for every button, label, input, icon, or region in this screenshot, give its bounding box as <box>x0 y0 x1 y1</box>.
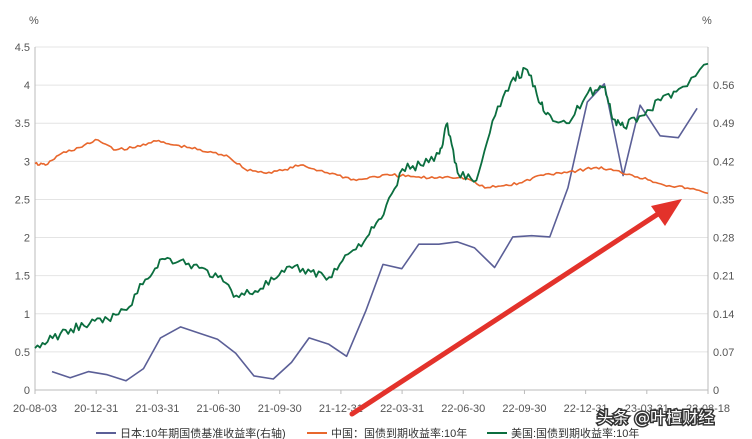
left-tick-label: 0.5 <box>15 347 30 359</box>
red-arrow-head <box>651 199 682 226</box>
right-tick-label: 0.49 <box>713 118 734 130</box>
right-tick-label: 0.07 <box>713 347 734 359</box>
x-tick-label: 20-08-03 <box>13 403 57 415</box>
right-unit-label: % <box>702 15 712 27</box>
left-tick-label: 2.5 <box>15 194 30 206</box>
left-tick-label: 1 <box>24 309 30 321</box>
x-tick-label: 23-08-18 <box>686 403 730 415</box>
x-tick-label: 21-09-30 <box>258 403 302 415</box>
series-lines <box>34 62 709 382</box>
left-tick-label: 3 <box>24 156 30 168</box>
x-tick-label: 23-03-31 <box>625 403 669 415</box>
right-tick-label: 0.56 <box>713 80 734 92</box>
left-tick-label: 3.5 <box>15 118 30 130</box>
right-tick-label: 0.42 <box>713 156 734 168</box>
series-line-china <box>34 138 709 195</box>
right-tick-label: 0 <box>713 385 719 397</box>
red-arrow-shaft <box>349 207 667 417</box>
right-tick-label: 0.35 <box>713 194 734 206</box>
legend: 日本:10年期国债基准收益率(右轴) 中国：国债到期收益率:10年 美国:国债到… <box>96 426 639 439</box>
x-tick-label: 22-12-31 <box>564 403 608 415</box>
watermark-text: 头条 @叶檀财经 <box>597 408 714 427</box>
x-tick-label: 22-03-31 <box>380 403 424 415</box>
left-tick-label: 2 <box>24 233 30 245</box>
left-unit-label: % <box>29 15 39 27</box>
gridlines <box>35 46 708 353</box>
x-tick-label: 22-09-30 <box>502 403 546 415</box>
axes <box>34 47 709 391</box>
x-tick-label: 22-06-30 <box>441 403 485 415</box>
series-line-japan <box>51 83 698 382</box>
right-tick-label: 0.21 <box>713 271 734 283</box>
right-tick-label: 0.28 <box>713 233 734 245</box>
x-tick-label: 21-03-31 <box>135 403 179 415</box>
watermark: 头条 @叶檀财经 <box>596 407 716 429</box>
left-tick-label: 4 <box>24 80 30 92</box>
x-tick-labels: 20-08-03 20-12-31 21-03-31 21-06-30 21-09-30… <box>13 390 730 415</box>
series-line-usa <box>34 62 709 349</box>
red-arrow <box>349 199 682 417</box>
right-tick-label: 0.14 <box>713 309 734 321</box>
legend-label-usa: 美国:国债到期收益率:10年 <box>511 426 639 439</box>
left-tick-label: 0 <box>24 385 30 397</box>
right-tick-labels: 0 0.07 0.14 0.21 0.28 0.35 0.42 0.49 0.56 <box>713 80 734 397</box>
x-tick-label: 20-12-31 <box>74 403 118 415</box>
x-tick-label: 21-06-30 <box>197 403 241 415</box>
legend-label-japan: 日本:10年期国债基准收益率(右轴) <box>120 426 286 439</box>
legend-label-china: 中国：国债到期收益率:10年 <box>331 426 467 439</box>
left-tick-label: 4.5 <box>15 42 30 54</box>
left-tick-label: 1.5 <box>15 271 30 283</box>
left-tick-labels: 0 0.5 1 1.5 2 2.5 3 3.5 4 4.5 <box>15 42 30 397</box>
